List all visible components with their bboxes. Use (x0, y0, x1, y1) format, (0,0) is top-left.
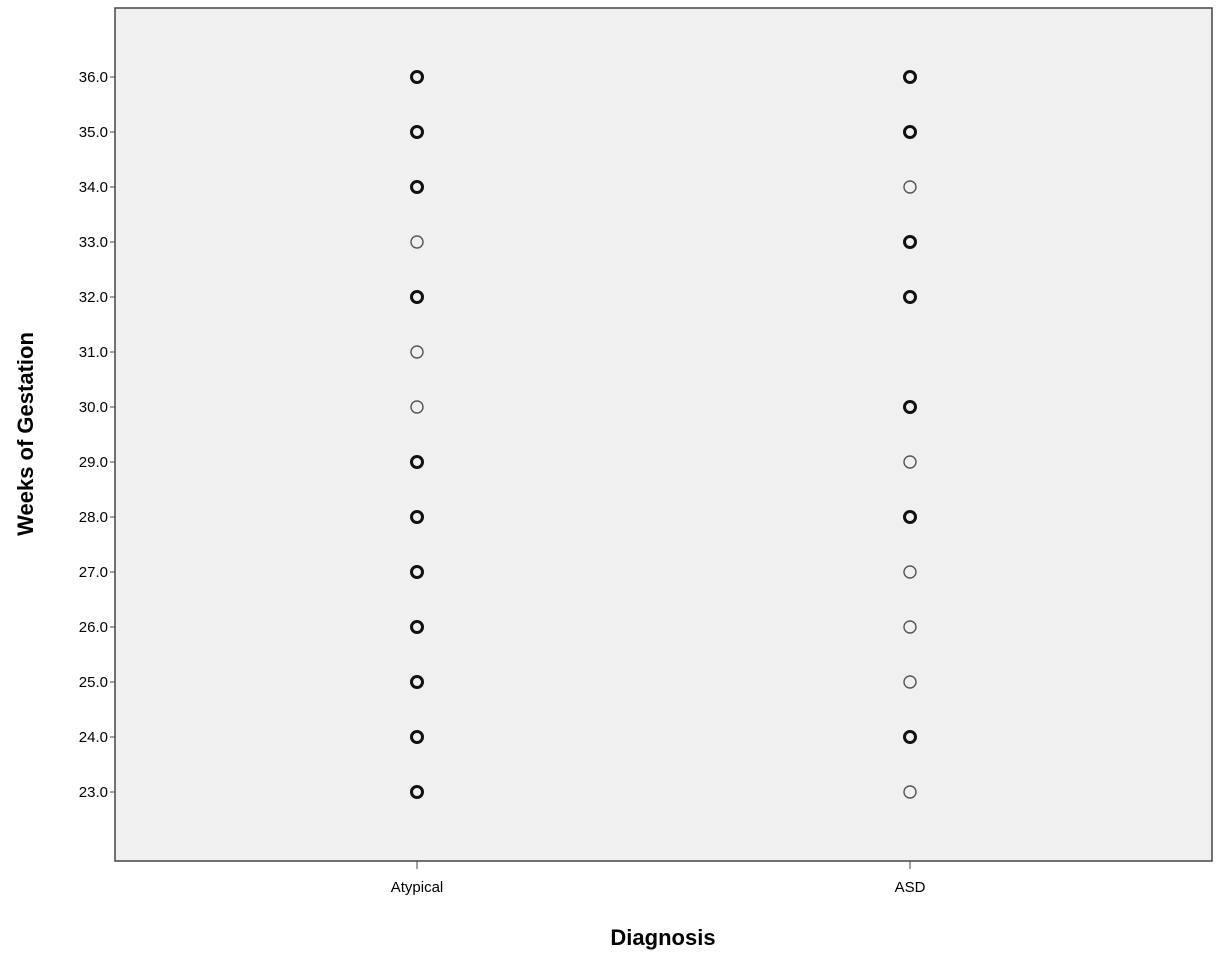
y-tick-label: 36.0 (79, 69, 108, 86)
data-point (903, 455, 917, 469)
data-point (903, 235, 917, 249)
data-point (410, 675, 424, 689)
data-point (903, 70, 917, 84)
y-tick-label: 24.0 (79, 729, 108, 746)
y-axis-title: Weeks of Gestation (13, 332, 38, 536)
y-axis: 23.0 24.0 25.0 26.0 27.0 28.0 29.0 30.0 31.0 32.0… (79, 69, 115, 801)
data-point (410, 290, 424, 304)
y-tick-label: 28.0 (79, 509, 108, 526)
y-tick-label: 26.0 (79, 619, 108, 636)
data-point (903, 400, 917, 414)
x-axis-title: Diagnosis (610, 925, 715, 950)
y-tick-label: 31.0 (79, 344, 108, 361)
data-point (410, 235, 424, 249)
plot-area (114, 7, 1213, 862)
data-point (903, 180, 917, 194)
data-point (903, 565, 917, 579)
data-points (410, 70, 917, 799)
data-point (410, 345, 424, 359)
data-point (410, 730, 424, 744)
y-tick-label: 35.0 (79, 124, 108, 141)
data-point (410, 180, 424, 194)
data-point (903, 620, 917, 634)
y-tick-label: 33.0 (79, 234, 108, 251)
data-point (903, 730, 917, 744)
data-point (410, 785, 424, 799)
data-point (903, 785, 917, 799)
data-point (410, 565, 424, 579)
data-point (410, 455, 424, 469)
y-tick-label: 25.0 (79, 674, 108, 691)
y-tick-label: 30.0 (79, 399, 108, 416)
y-tick-label: 32.0 (79, 289, 108, 306)
data-point (903, 125, 917, 139)
data-point (410, 510, 424, 524)
data-point (410, 620, 424, 634)
y-tick-label: 29.0 (79, 454, 108, 471)
x-tick-label: ASD (895, 879, 926, 896)
data-point (410, 125, 424, 139)
data-point (903, 290, 917, 304)
x-tick-label: Atypical (391, 879, 444, 896)
data-point (903, 510, 917, 524)
x-axis: Atypical ASD (391, 861, 926, 896)
y-tick-label: 34.0 (79, 179, 108, 196)
data-point (410, 400, 424, 414)
y-tick-label: 27.0 (79, 564, 108, 581)
data-point (903, 675, 917, 689)
data-point (410, 70, 424, 84)
y-tick-label: 23.0 (79, 784, 108, 801)
